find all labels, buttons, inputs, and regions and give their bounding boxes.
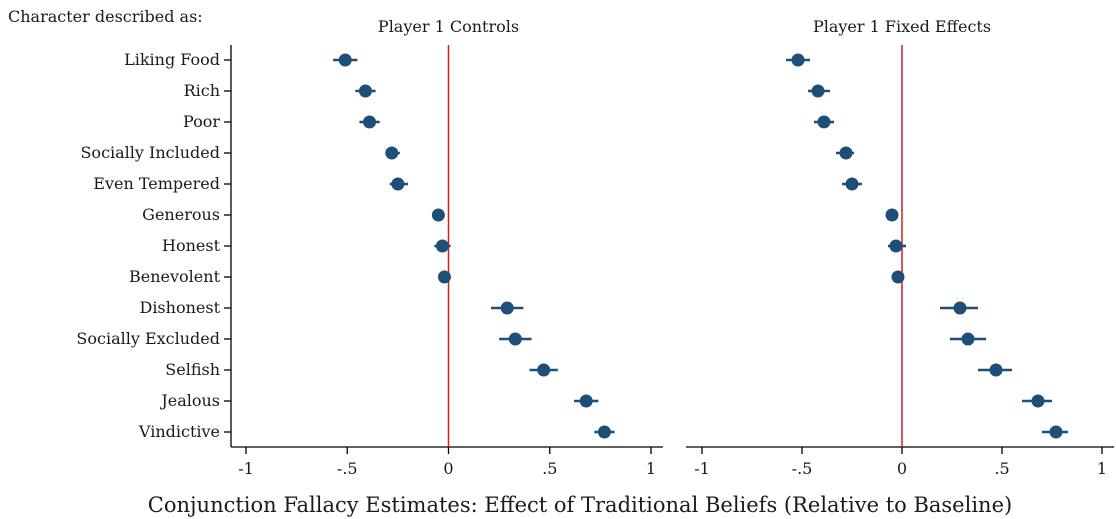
- y-tick-label: Even Tempered: [93, 174, 220, 193]
- x-tick-label: -1: [694, 459, 710, 478]
- point-estimate: [811, 84, 825, 98]
- point-estimate: [839, 146, 853, 160]
- x-tick-label: -.5: [337, 459, 358, 478]
- point-estimate: [508, 332, 522, 346]
- x-tick-label: 0: [443, 459, 453, 478]
- y-tick-label: Socially Excluded: [76, 329, 220, 348]
- x-tick-label: .5: [542, 459, 557, 478]
- point-estimate: [1049, 425, 1063, 439]
- y-tick-label: Socially Included: [80, 143, 220, 162]
- x-tick-label: 1: [646, 459, 656, 478]
- x-tick-label: .5: [994, 459, 1009, 478]
- point-estimate: [885, 208, 899, 222]
- y-tick-label: Benevolent: [129, 267, 221, 286]
- point-estimate: [889, 239, 903, 253]
- point-estimate: [437, 270, 451, 284]
- x-tick-label: 1: [1097, 459, 1107, 478]
- point-estimate: [500, 301, 514, 315]
- point-estimate: [845, 177, 859, 191]
- panel-title: Player 1 Fixed Effects: [813, 17, 991, 36]
- point-estimate: [338, 53, 352, 67]
- point-estimate: [1031, 394, 1045, 408]
- point-estimate: [989, 363, 1003, 377]
- y-tick-label: Generous: [142, 205, 220, 224]
- y-tick-label: Dishonest: [139, 298, 220, 317]
- point-estimate: [358, 84, 372, 98]
- y-tick-label: Rich: [184, 81, 220, 100]
- x-tick-label: 0: [897, 459, 907, 478]
- y-tick-label: Jealous: [159, 391, 220, 410]
- point-estimate: [435, 239, 449, 253]
- point-estimate: [579, 394, 593, 408]
- point-estimate: [817, 115, 831, 129]
- point-estimate: [391, 177, 405, 191]
- x-tick-label: -.5: [792, 459, 813, 478]
- chart-panels: Liking Food Rich Poor Socially Included Even…: [76, 17, 1114, 478]
- point-estimate: [891, 270, 905, 284]
- point-estimate: [961, 332, 975, 346]
- panel-1: Player 1 Controls -1 -.5 0 .5 1: [231, 17, 663, 478]
- y-tick-label: Selfish: [165, 360, 220, 379]
- y-tick-label: Vindictive: [138, 422, 220, 441]
- y-tick-label: Honest: [162, 236, 221, 255]
- panel-title: Player 1 Controls: [378, 17, 519, 36]
- y-tick-label: Liking Food: [124, 50, 220, 69]
- point-estimate: [363, 115, 377, 129]
- point-estimate: [597, 425, 611, 439]
- y-tick-label: Poor: [183, 112, 220, 131]
- header-label: Character described as:: [8, 7, 203, 26]
- point-estimate: [431, 208, 445, 222]
- x-axis-label: Conjunction Fallacy Estimates: Effect of…: [148, 493, 1012, 517]
- point-estimate: [385, 146, 399, 160]
- point-estimate: [953, 301, 967, 315]
- point-estimate: [791, 53, 805, 67]
- panel-2: Player 1 Fixed Effects -1 -.5 0 .5 1: [686, 17, 1114, 478]
- point-estimate: [537, 363, 551, 377]
- x-tick-label: -1: [238, 459, 254, 478]
